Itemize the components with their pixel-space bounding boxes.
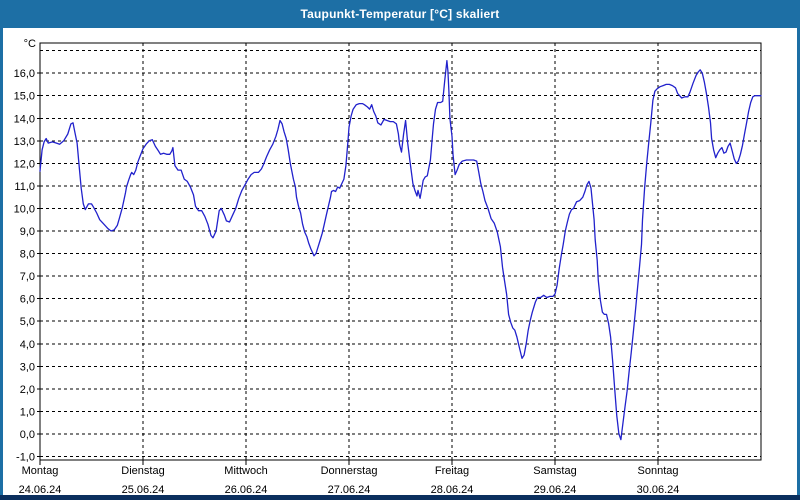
x-date-label: 28.06.24 — [431, 484, 474, 496]
y-tick-label: 11,0 — [14, 181, 35, 193]
y-tick-label: 13,0 — [14, 136, 35, 148]
y-tick-label: 5,0 — [20, 316, 35, 328]
x-day-label: Sonntag — [638, 465, 679, 477]
x-day-label: Montag — [22, 465, 59, 477]
x-date-label: 29.06.24 — [534, 484, 577, 496]
plot-border — [39, 42, 762, 461]
y-tick-label: 15,0 — [14, 91, 35, 103]
y-tick-label: 16,0 — [14, 68, 35, 80]
window-right-border — [797, 28, 800, 500]
x-day-label: Dienstag — [121, 465, 164, 477]
y-tick-label: -1,0 — [16, 452, 35, 464]
y-tick-label: 1,0 — [20, 406, 35, 418]
x-day-label: Donnerstag — [321, 465, 378, 477]
y-tick-label: 7,0 — [20, 271, 35, 283]
y-tick-label: 3,0 — [20, 361, 35, 373]
window-title: Taupunkt-Temperatur [°C] skaliert — [300, 7, 500, 21]
x-day-label: Freitag — [435, 465, 469, 477]
y-tick-label: 8,0 — [20, 249, 35, 261]
y-tick-label: 14,0 — [14, 113, 35, 125]
y-axis-unit-label: °C — [24, 38, 36, 50]
y-tick-label: 12,0 — [14, 158, 35, 170]
y-tick-label: 9,0 — [20, 226, 35, 238]
x-date-label: 25.06.24 — [122, 484, 165, 496]
x-date-label: 26.06.24 — [225, 484, 268, 496]
y-tick-label: 0,0 — [20, 429, 35, 441]
x-date-label: 27.06.24 — [328, 484, 371, 496]
x-date-label: 24.06.24 — [19, 484, 62, 496]
y-tick-label: 6,0 — [20, 294, 35, 306]
window-bottom-bar — [0, 495, 800, 500]
y-tick-label: 2,0 — [20, 384, 35, 396]
window-left-border — [0, 28, 3, 500]
x-date-label: 30.06.24 — [637, 484, 680, 496]
x-day-label: Mittwoch — [224, 465, 267, 477]
y-tick-label: 10,0 — [14, 203, 35, 215]
y-tick-label: 4,0 — [20, 339, 35, 351]
x-day-label: Samstag — [533, 465, 576, 477]
temperature-line — [39, 60, 762, 441]
window-titlebar: Taupunkt-Temperatur [°C] skaliert — [0, 0, 800, 28]
